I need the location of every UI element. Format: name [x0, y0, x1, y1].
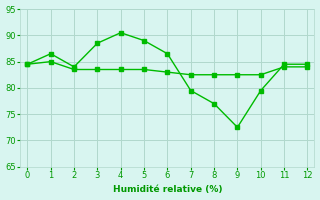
X-axis label: Humidité relative (%): Humidité relative (%): [113, 185, 222, 194]
